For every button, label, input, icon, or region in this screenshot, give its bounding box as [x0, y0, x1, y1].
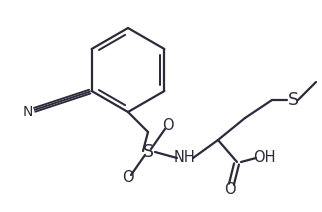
Text: S: S	[143, 143, 154, 161]
Text: N: N	[23, 105, 33, 119]
Text: O: O	[162, 119, 174, 134]
Text: OH: OH	[253, 151, 275, 166]
Text: S: S	[288, 91, 298, 109]
Text: O: O	[122, 170, 134, 186]
Text: O: O	[224, 183, 236, 198]
Text: NH: NH	[174, 151, 196, 166]
